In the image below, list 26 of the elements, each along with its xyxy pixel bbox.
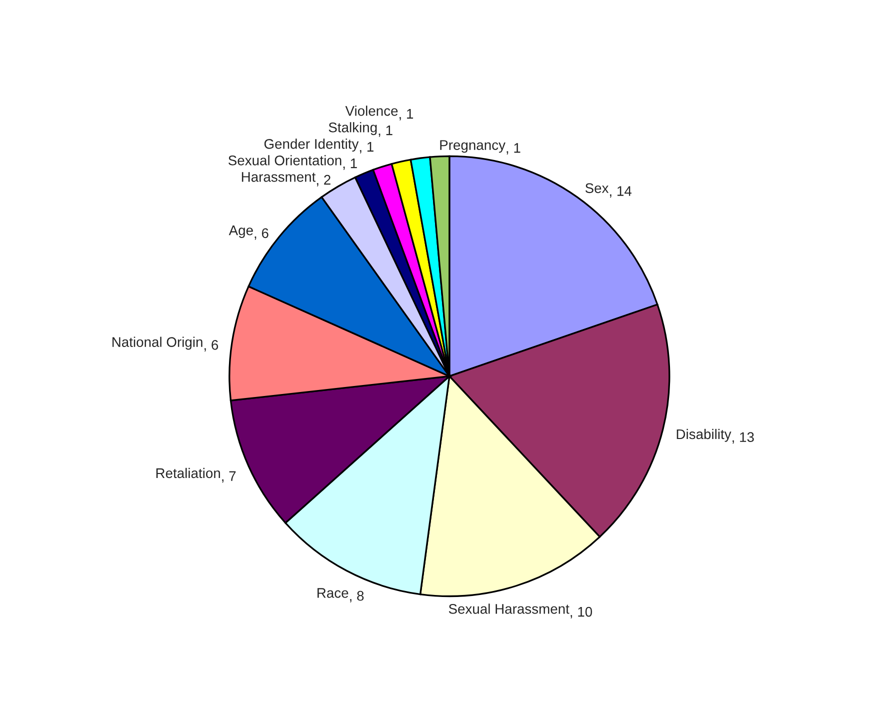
slice-label: Violence bbox=[345, 106, 398, 116]
data-label: , 7 bbox=[222, 471, 236, 483]
data-label: , 1 bbox=[378, 126, 392, 137]
data-label: , 13 bbox=[732, 432, 754, 444]
slice-label: Pregnancy bbox=[440, 140, 506, 153]
slice-label: Sexual Harassment bbox=[448, 604, 570, 614]
data-label: , 1 bbox=[343, 158, 357, 170]
slice-label: Sex bbox=[585, 183, 609, 194]
slice-label: Race bbox=[318, 588, 348, 598]
data-label: , 1 bbox=[506, 143, 520, 154]
data-label: , 6 bbox=[254, 228, 268, 240]
slice-label: Age bbox=[228, 226, 253, 238]
data-label: , 2 bbox=[316, 174, 330, 186]
slice-label: Stalking bbox=[328, 122, 377, 136]
data-label: , 8 bbox=[350, 590, 364, 602]
data-label: , 1 bbox=[400, 109, 414, 120]
slice-label: Harassment bbox=[242, 172, 316, 182]
slice-label: Disability bbox=[676, 428, 732, 442]
slice-label: National Origin bbox=[112, 336, 202, 350]
slice-label: Gender Identity bbox=[264, 138, 359, 152]
slice-label: Sexual Orientation bbox=[228, 155, 342, 166]
data-label: , 6 bbox=[204, 340, 218, 352]
data-label: , 14 bbox=[610, 186, 632, 198]
data-label: , 10 bbox=[570, 606, 592, 618]
slice-label: Retaliation bbox=[156, 468, 220, 478]
data-label: , 1 bbox=[360, 142, 374, 154]
